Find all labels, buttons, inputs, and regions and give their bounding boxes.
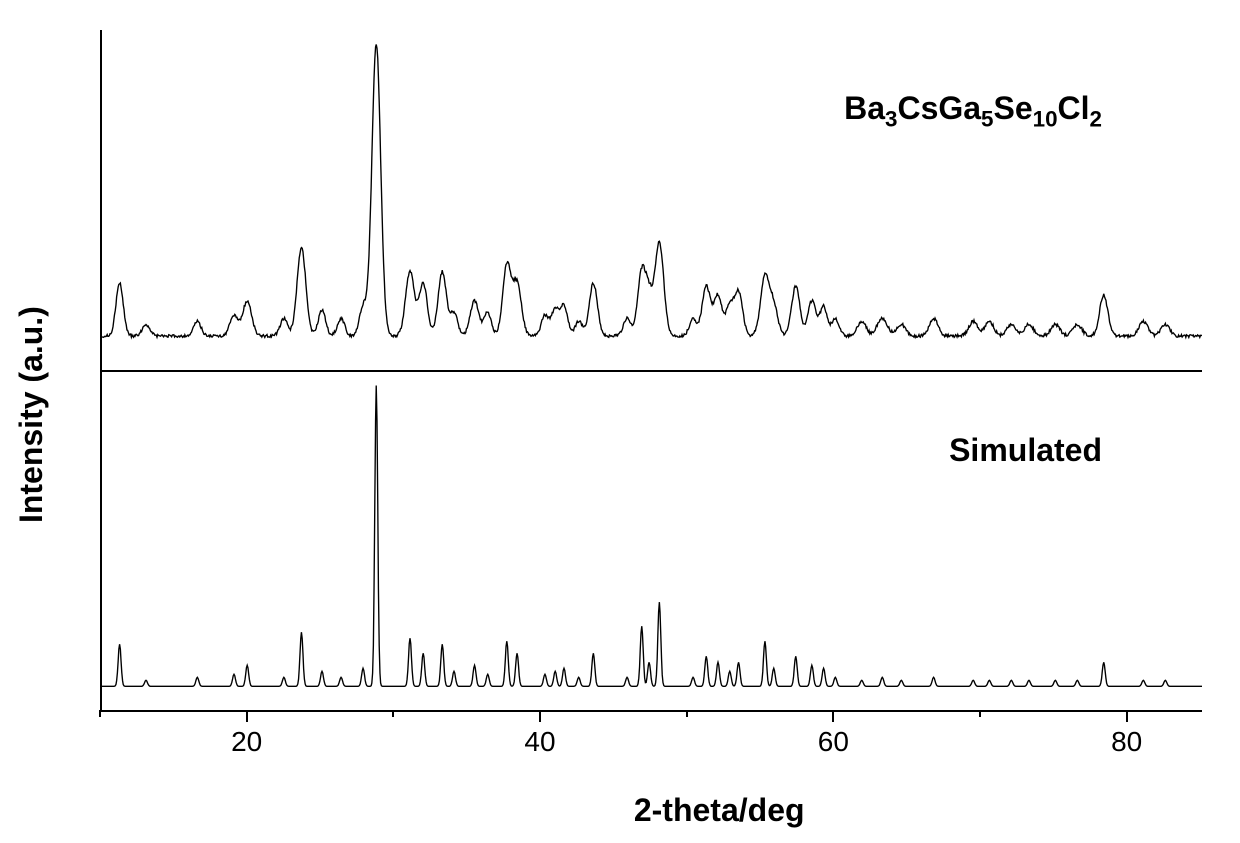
panel-experimental: Ba3CsGa5Se10Cl2 (102, 30, 1202, 370)
panel-label-simulated: Simulated (949, 432, 1102, 469)
spectrum-experimental (102, 30, 1202, 370)
x-tick-mark (246, 710, 248, 722)
y-axis-label: Intensity (a.u.) (13, 306, 50, 523)
figure-container: Intensity (a.u.) Ba3CsGa5Se10Cl2 Simulat… (0, 0, 1240, 843)
x-tick-mark (832, 710, 834, 722)
x-tick-mark (539, 710, 541, 722)
spectrum-simulated (102, 372, 1202, 710)
x-tick-mark (1126, 710, 1128, 722)
plot-area: Ba3CsGa5Se10Cl2 Simulated (100, 30, 1202, 712)
x-tick-minor (686, 710, 688, 717)
panel-simulated: Simulated (102, 370, 1202, 710)
x-tick-minor (979, 710, 981, 717)
x-tick-label: 40 (524, 726, 555, 758)
x-tick-minor (99, 710, 101, 717)
x-tick-label: 20 (231, 726, 262, 758)
x-tick-minor (392, 710, 394, 717)
x-axis-label: 2-theta/deg (634, 792, 805, 829)
panel-label-experimental: Ba3CsGa5Se10Cl2 (844, 90, 1102, 132)
x-tick-label: 60 (818, 726, 849, 758)
x-tick-label: 80 (1111, 726, 1142, 758)
